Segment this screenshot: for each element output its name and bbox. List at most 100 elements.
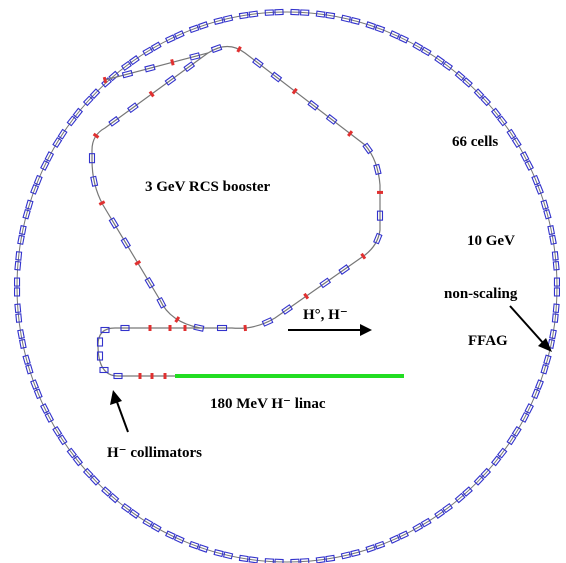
- ffag-magnet: [350, 16, 361, 25]
- ffag-magnet: [72, 107, 84, 119]
- ffag-magnet: [506, 128, 517, 140]
- cells-label: 66 cells: [452, 134, 498, 150]
- ffag-magnet: [222, 551, 234, 560]
- booster-quadrupole: [148, 90, 155, 98]
- ffag-magnet: [165, 530, 176, 540]
- ffag-magnet: [128, 508, 140, 519]
- ffag-magnet: [434, 508, 446, 519]
- ffag-magnet: [511, 426, 522, 437]
- ffag-magnet: [442, 502, 454, 514]
- booster-quadrupole: [243, 324, 247, 332]
- ffag-magnet: [374, 24, 386, 34]
- booster-quadrupole: [377, 190, 383, 194]
- collimator-pointer-arrow: [110, 390, 129, 433]
- ffag-magnet: [14, 303, 22, 314]
- collimator-magnet: [120, 324, 130, 332]
- ffag-magnet: [25, 363, 34, 375]
- booster-dipole: [108, 217, 120, 229]
- ffag-magnet: [398, 530, 409, 540]
- ffag-magnet: [365, 544, 376, 553]
- ffag-magnet: [553, 277, 561, 287]
- collimator-magnet: [96, 351, 104, 361]
- booster-dipole: [144, 63, 156, 73]
- ffag-magnet: [519, 411, 530, 423]
- transport-quadrupole: [168, 325, 172, 331]
- ffag-magnet: [420, 517, 432, 528]
- booster-dipole: [121, 69, 134, 79]
- energy-label: 10 GeV: [467, 233, 515, 249]
- collimator-magnet: [99, 366, 109, 374]
- ffag-magnet: [274, 8, 284, 16]
- transport-beamline: [97, 327, 200, 377]
- ffag-magnet: [18, 225, 27, 236]
- ffag-magnet: [120, 60, 132, 72]
- ffag-magnet: [44, 411, 55, 423]
- ffag-magnet: [325, 11, 336, 20]
- booster-label: 3 GeV RCS booster: [145, 179, 270, 195]
- ffag-ring: [13, 8, 561, 563]
- ffag-magnet: [33, 174, 43, 186]
- ffag-magnet: [274, 558, 284, 563]
- booster-dipole: [373, 163, 382, 176]
- ffag-magnet: [480, 467, 492, 479]
- ffag-magnet: [340, 14, 352, 23]
- booster-quadrupole: [236, 45, 242, 53]
- ffag-magnet: [480, 95, 492, 107]
- ffag-magnet: [72, 455, 84, 467]
- ffag-magnet: [551, 251, 559, 261]
- booster-dipole: [216, 324, 228, 332]
- booster-dipole: [261, 317, 274, 327]
- ffag-magnet: [325, 554, 336, 563]
- booster-dipole: [362, 142, 374, 155]
- ffag-magnet: [473, 474, 485, 486]
- booster-quadrupole: [134, 260, 142, 266]
- nonscaling-label: non-scaling: [444, 286, 518, 302]
- ffag-magnet: [490, 455, 502, 467]
- ffag-magnet: [511, 137, 522, 148]
- booster-dipole: [127, 102, 139, 114]
- ffag-magnet: [389, 30, 401, 40]
- ffag-magnet: [22, 354, 31, 365]
- ffag-magnet: [213, 549, 224, 558]
- ffag-magnet: [412, 522, 424, 533]
- ffag-magnet: [18, 338, 27, 349]
- ffag-magnet: [524, 159, 534, 171]
- ffag-magnet: [142, 517, 154, 528]
- booster-dipole: [373, 232, 383, 245]
- ffag-magnet: [165, 34, 176, 44]
- linac-label: 180 MeV H⁻ linac: [210, 396, 326, 412]
- ffag-magnet: [549, 329, 557, 340]
- booster-quadrupole: [170, 59, 175, 66]
- transport-quadrupole: [150, 373, 154, 379]
- ffag-ring-beamline: [16, 11, 558, 563]
- ffag-magnet: [552, 303, 560, 314]
- ffag-magnet: [17, 234, 25, 245]
- booster-quadrupole: [291, 87, 298, 95]
- ffag-magnet: [462, 486, 473, 497]
- ffag-magnet: [40, 159, 50, 171]
- booster-dipole: [252, 57, 264, 69]
- ffag-magnet: [524, 403, 534, 415]
- booster-dipole: [88, 153, 96, 164]
- ffag-magnet: [13, 287, 21, 297]
- booster-dipole: [325, 113, 338, 125]
- ffag-magnet: [553, 287, 561, 297]
- extraction-arrow: [288, 324, 372, 336]
- ffag-label: FFAG: [468, 333, 508, 349]
- ffag-magnet: [547, 225, 556, 236]
- ffag-magnet: [531, 388, 541, 400]
- ffag-magnet: [25, 199, 34, 211]
- ffag-magnet: [412, 41, 424, 52]
- ffag-magnet: [300, 558, 310, 563]
- ffag-magnet: [462, 77, 473, 88]
- ffag-magnet: [66, 115, 78, 127]
- ffag-magnet: [496, 447, 508, 459]
- ffag-magnet: [15, 313, 23, 323]
- hions-label: H°, H⁻: [303, 307, 348, 323]
- booster-dipole: [193, 323, 205, 332]
- transport-quadrupole: [138, 373, 142, 379]
- ffag-magnet: [198, 21, 209, 30]
- ffag-magnet: [52, 137, 63, 148]
- ffag-magnet: [13, 277, 21, 287]
